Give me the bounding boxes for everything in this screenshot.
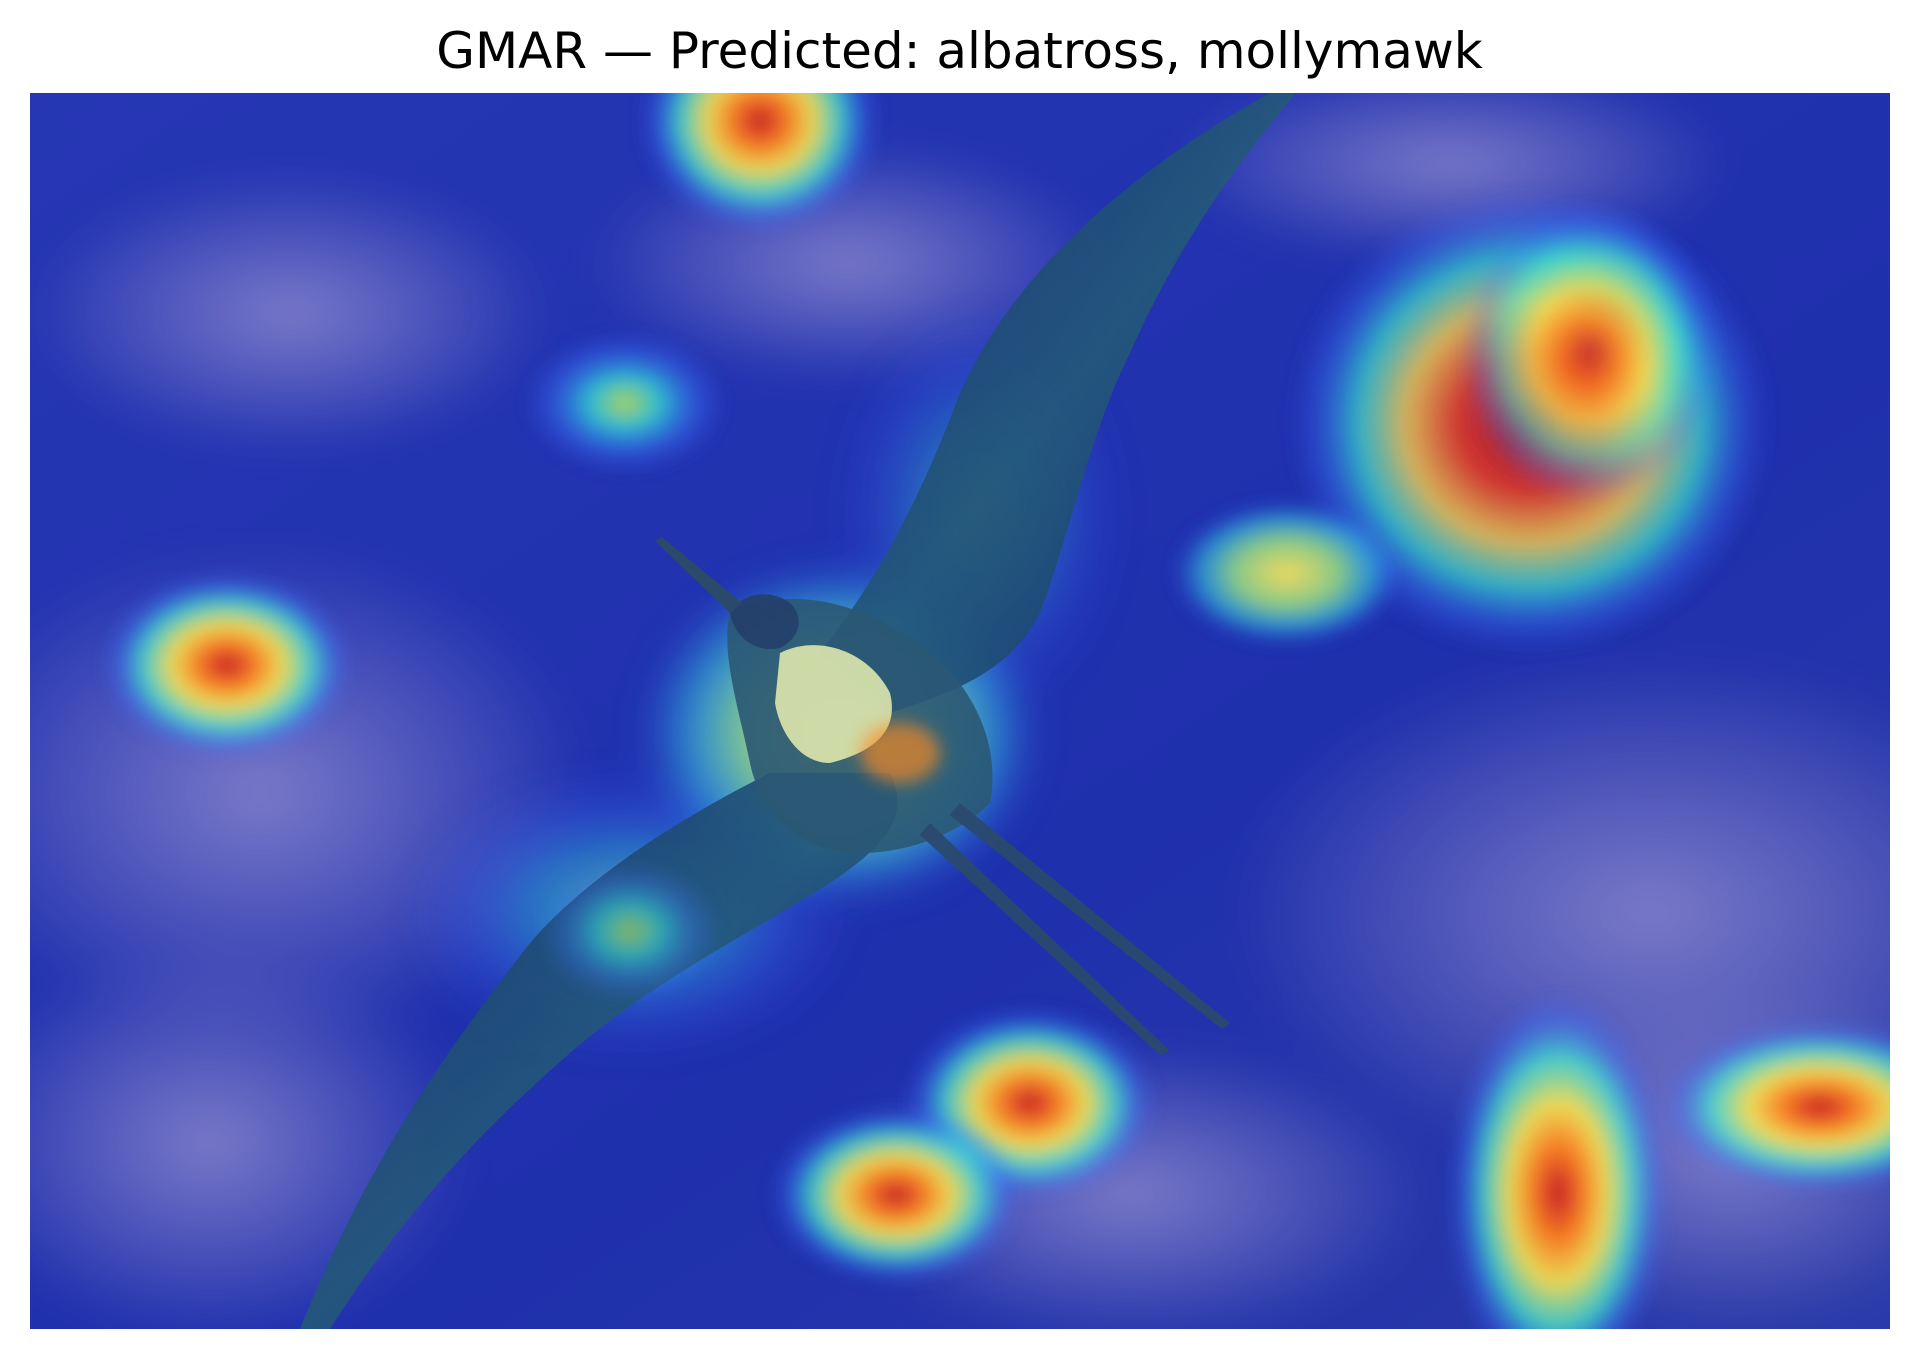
attention-spots: [102, 93, 1890, 1329]
attention-image: [30, 93, 1890, 1329]
body-hotspot: [860, 723, 940, 783]
bird-silhouette: [300, 93, 1296, 1329]
heatmap-overlay-image: [30, 93, 1890, 1329]
figure-title: GMAR — Predicted: albatross, mollymawk: [436, 22, 1483, 80]
